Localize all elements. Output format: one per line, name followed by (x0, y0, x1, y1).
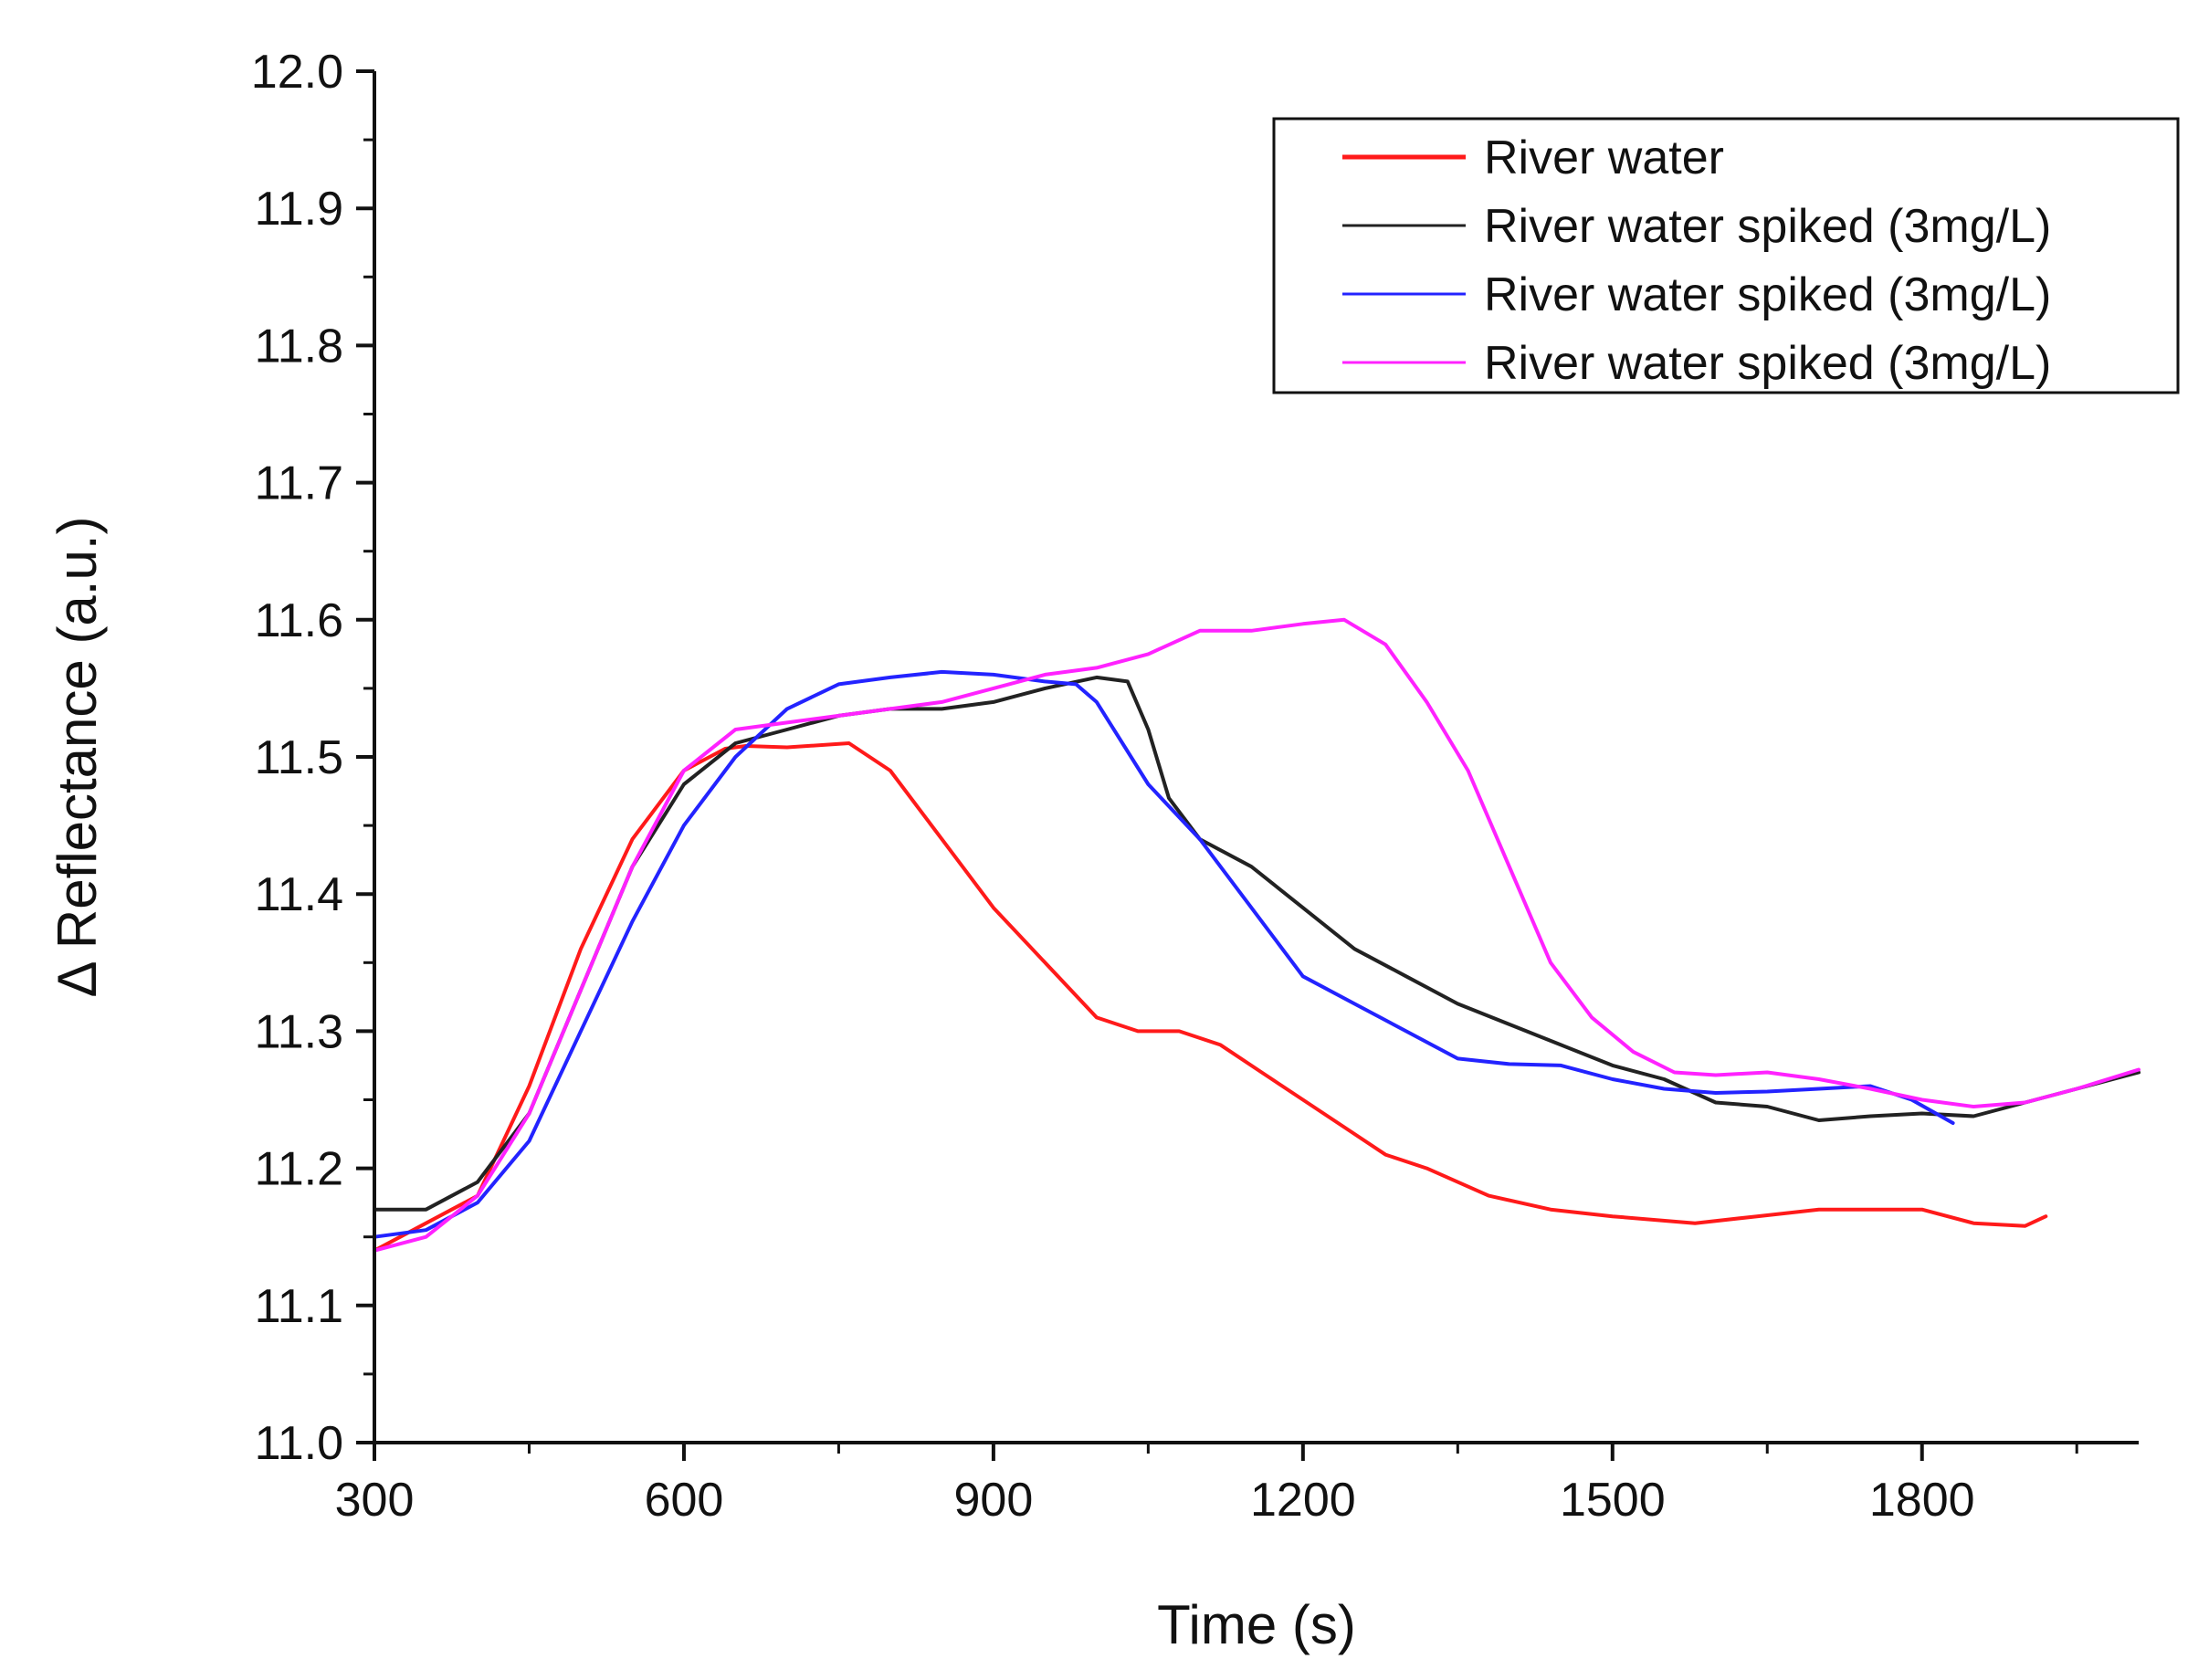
x-tick-label: 1200 (1250, 1474, 1356, 1527)
y-tick-label: 11.3 (255, 1005, 343, 1058)
x-axis-title: Time (s) (1157, 1594, 1356, 1655)
y-tick-label: 11.4 (255, 868, 343, 921)
x-tick-label: 1800 (1869, 1474, 1975, 1527)
x-tick-label: 300 (335, 1474, 415, 1527)
legend-label-1: River water (1484, 131, 1724, 184)
y-tick-label: 12.0 (251, 46, 343, 99)
axes: 11.0 11.1 11.2 11.3 11.4 11.5 11.6 11.7 11.8 11.9… (251, 46, 2139, 1527)
series-line-1 (373, 741, 2048, 1253)
y-tick-label: 11.8 (255, 320, 343, 373)
x-tick-label: 1500 (1560, 1474, 1666, 1527)
x-tick-label: 600 (645, 1474, 724, 1527)
legend-box (1272, 117, 2180, 394)
y-tick-label: 11.2 (255, 1143, 343, 1196)
y-tick-label: 11.7 (255, 457, 343, 510)
y-tick-label: 11.0 (255, 1417, 343, 1470)
legend-label-3: River water spiked (3mg/L) (1484, 268, 2051, 321)
y-tick-label: 11.1 (255, 1280, 343, 1333)
series-layer (373, 617, 2141, 1253)
series-line-2 (373, 675, 2141, 1212)
x-tick-label: 900 (954, 1474, 1034, 1527)
series-line-4 (373, 617, 2141, 1253)
y-tick-label: 11.9 (255, 183, 343, 236)
y-tick-label: 11.6 (255, 594, 343, 647)
y-axis-title: Δ Reflectance (a.u.) (47, 517, 108, 998)
legend-label-2: River water spiked (3mg/L) (1484, 200, 2051, 253)
legend-label-4: River water spiked (3mg/L) (1484, 337, 2051, 390)
series-line-3 (373, 669, 1955, 1239)
legend: River water River water spiked (3mg/L) Riv… (1272, 117, 2180, 394)
y-tick-label: 11.5 (255, 731, 343, 784)
